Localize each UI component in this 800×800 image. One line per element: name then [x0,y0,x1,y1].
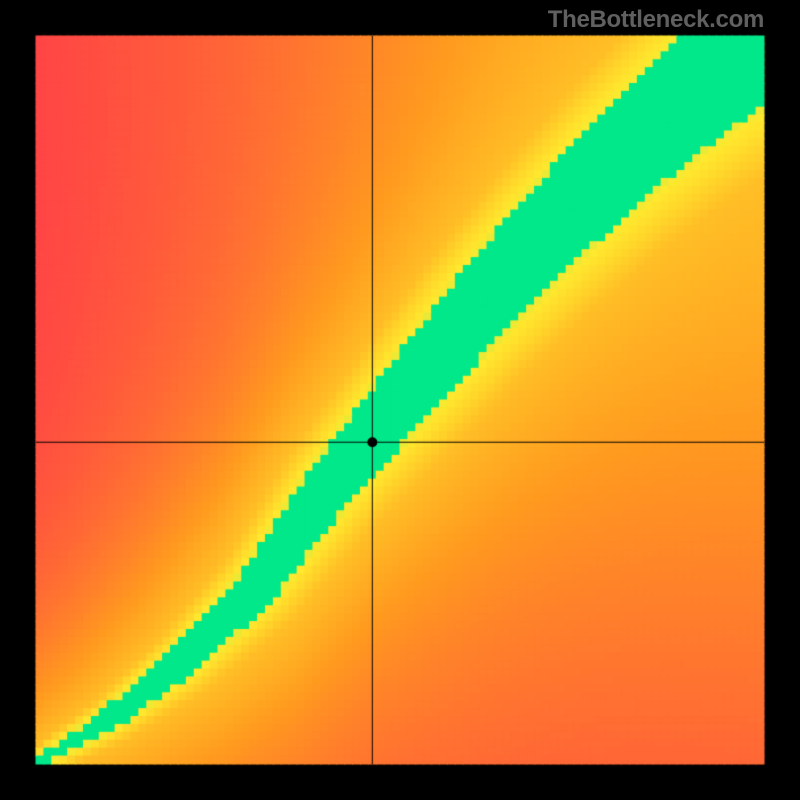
chart-container: TheBottleneck.com [0,0,800,800]
watermark-text: TheBottleneck.com [548,6,764,34]
bottleneck-heatmap [0,0,800,800]
